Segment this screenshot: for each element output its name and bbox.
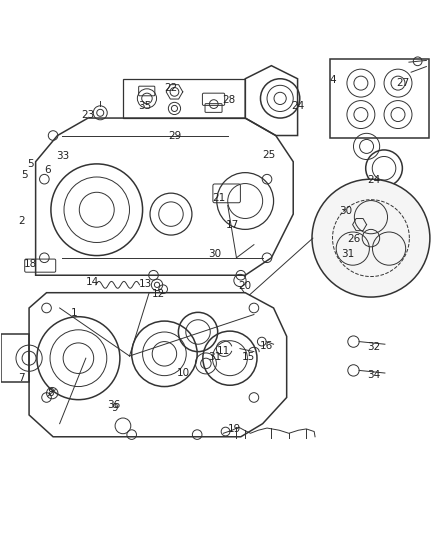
Text: 5: 5 (27, 159, 34, 169)
Text: 30: 30 (208, 249, 221, 259)
Text: 21: 21 (212, 192, 226, 203)
Text: 1: 1 (71, 308, 78, 318)
Text: 12: 12 (152, 288, 166, 298)
Circle shape (312, 179, 430, 297)
Text: 14: 14 (86, 277, 99, 287)
Text: 28: 28 (222, 95, 235, 104)
Text: 8: 8 (48, 388, 54, 398)
Text: 30: 30 (339, 206, 352, 216)
Text: 36: 36 (108, 400, 121, 410)
Text: 22: 22 (164, 83, 177, 93)
Text: 10: 10 (177, 368, 190, 377)
Text: 33: 33 (56, 151, 69, 161)
Text: 26: 26 (348, 235, 361, 245)
Text: 2: 2 (18, 216, 25, 225)
Text: 16: 16 (260, 341, 273, 351)
Text: 18: 18 (24, 260, 37, 269)
Text: 13: 13 (139, 279, 152, 289)
Text: 20: 20 (239, 281, 252, 291)
Text: 35: 35 (138, 101, 152, 111)
Text: 17: 17 (226, 220, 239, 230)
Text: 31: 31 (208, 352, 221, 362)
Text: 4: 4 (329, 75, 336, 85)
Text: 27: 27 (396, 78, 409, 88)
Text: 9: 9 (112, 403, 118, 413)
Text: 29: 29 (169, 132, 182, 141)
Text: 32: 32 (367, 342, 381, 352)
Text: 34: 34 (367, 370, 381, 380)
Text: 31: 31 (341, 249, 354, 259)
Text: 24: 24 (367, 175, 381, 185)
Text: 19: 19 (228, 424, 241, 434)
Text: 7: 7 (18, 373, 25, 383)
Text: 15: 15 (242, 352, 255, 362)
Text: 6: 6 (45, 165, 51, 175)
Text: 24: 24 (291, 101, 304, 111)
Text: 23: 23 (81, 110, 95, 119)
Text: 5: 5 (21, 170, 28, 180)
Text: 25: 25 (263, 150, 276, 160)
Text: 11: 11 (217, 346, 230, 356)
